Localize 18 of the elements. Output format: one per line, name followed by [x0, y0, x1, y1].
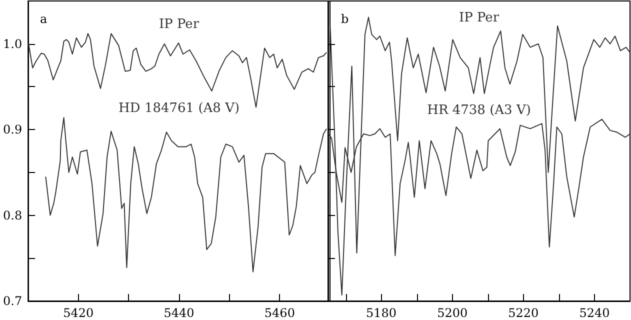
- line-series: [45, 117, 327, 272]
- y-tick-label: 0.8: [2, 208, 22, 222]
- series-label: HR 4738 (A3 V): [427, 102, 531, 118]
- x-tick-label: 5440: [164, 306, 194, 320]
- series-label: HD 184761 (A8 V): [118, 101, 240, 116]
- x-tick-label: 5220: [508, 306, 539, 320]
- text: b: [341, 12, 349, 26]
- y-tick-label: 0.9: [2, 122, 22, 137]
- series-label: IP Per: [158, 17, 200, 32]
- y-tick-label: 1.0: [2, 36, 22, 51]
- series-label: IP Per: [458, 10, 500, 26]
- x-tick-label: 5180: [366, 306, 397, 320]
- x-tick-label: 5240: [579, 306, 610, 320]
- x-tick-label: 5420: [63, 306, 94, 320]
- x-tick-label: 5460: [264, 306, 295, 320]
- x-tick-label: 5200: [437, 306, 468, 320]
- text: a: [40, 12, 48, 26]
- y-tick-label: 0.7: [2, 294, 22, 308]
